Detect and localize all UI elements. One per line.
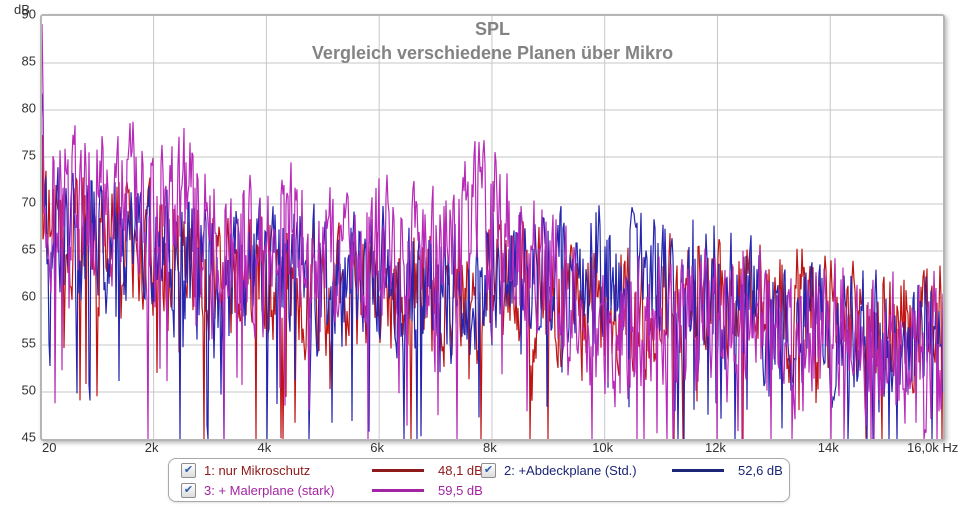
x-tick-20: 20 (42, 440, 57, 455)
legend-row-series2: ✔ 2: +Abdeckplane (Std.) 52,6 dB (481, 460, 783, 480)
legend-row-series3: ✔ 3: + Malerplane (stark) 59,5 dB (181, 480, 483, 500)
x-tick-6k: 6k (370, 440, 385, 455)
x-tick-10k: 10k (592, 440, 614, 455)
series3-checkbox[interactable]: ✔ (181, 482, 196, 498)
x-tick-8k: 8k (483, 440, 497, 455)
legend-box: ✔ 1: nur Mikroschutz 48,1 dB ✔ 2: +Abdec… (168, 458, 790, 502)
y-tick-75: 75 (21, 147, 36, 163)
series3-color-swatch (372, 488, 424, 492)
series1-color-swatch (372, 468, 424, 472)
x-tick-14k: 14k (817, 440, 839, 455)
plot-area: SPL Vergleich verschiedene Planen über M… (40, 14, 945, 441)
y-axis-unit-label: dB (14, 2, 30, 17)
y-tick-60: 60 (21, 288, 36, 304)
y-tick-90: 90 (21, 6, 36, 22)
trace-3-malerplane-stark- (42, 23, 943, 439)
x-tick-4k: 4k (257, 440, 272, 455)
series2-average-value: 52,6 dB (738, 462, 783, 478)
spl-traces-canvas (42, 16, 943, 439)
x-tick-2k: 2k (144, 440, 159, 455)
series1-label: 1: nur Mikroschutz (204, 462, 311, 478)
series1-average-value: 48,1 dB (438, 462, 483, 478)
x-tick-16,0k Hz: 16,0k Hz (907, 440, 959, 455)
y-tick-45: 45 (21, 429, 36, 445)
series3-average-value: 59,5 dB (438, 482, 483, 498)
series2-color-swatch (672, 468, 724, 472)
legend-row-series1: ✔ 1: nur Mikroschutz 48,1 dB (181, 460, 483, 480)
series2-checkbox[interactable]: ✔ (481, 462, 496, 478)
y-tick-80: 80 (21, 100, 36, 116)
y-tick-85: 85 (21, 53, 36, 69)
series2-label: 2: +Abdeckplane (Std.) (504, 462, 637, 478)
series3-label: 3: + Malerplane (stark) (204, 482, 335, 498)
y-tick-55: 55 (21, 335, 36, 351)
y-tick-50: 50 (21, 382, 36, 398)
y-tick-70: 70 (21, 194, 36, 210)
x-tick-12k: 12k (704, 440, 726, 455)
y-tick-65: 65 (21, 241, 36, 257)
series1-checkbox[interactable]: ✔ (181, 462, 196, 478)
